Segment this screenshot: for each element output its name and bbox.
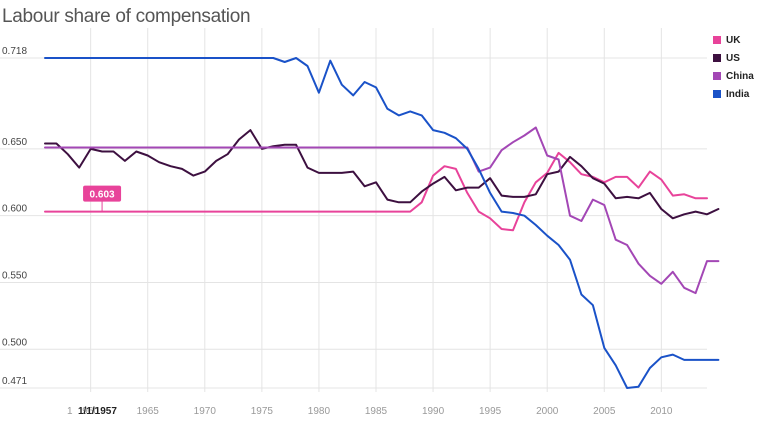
- x-tick-label: 1985: [365, 406, 388, 417]
- x-tick-label: 1980: [308, 406, 331, 417]
- y-tick-label: 0.471: [2, 376, 27, 387]
- x-axis: 960 1965 1970 1975 1980 1985 1990 1995 2000 2005 2…: [67, 406, 673, 417]
- legend-item-uk[interactable]: UK: [713, 32, 754, 48]
- legend-item-us[interactable]: US: [713, 50, 754, 66]
- legend-label: China: [726, 70, 754, 82]
- grid: [0, 28, 707, 392]
- x-tick-label: 1975: [251, 406, 274, 417]
- series-line-uk[interactable]: [44, 151, 708, 232]
- series-line-china[interactable]: [44, 126, 720, 295]
- chart-title: Labour share of compensation: [2, 6, 251, 27]
- x-tick-label: 1965: [137, 406, 160, 417]
- legend-swatch: [713, 54, 721, 62]
- series-line-india[interactable]: [44, 57, 720, 389]
- y-tick-label: 0.718: [2, 46, 27, 57]
- x-tick-label: 2010: [650, 406, 673, 417]
- series-line-us[interactable]: [44, 129, 720, 220]
- tooltip-box: [83, 185, 122, 202]
- x-tick-label: 1995: [479, 406, 502, 417]
- legend-item-india[interactable]: India: [713, 86, 754, 102]
- hover-date-label: 1/1/1957: [78, 406, 117, 417]
- legend-label: UK: [726, 34, 741, 46]
- y-tick-label: 0.550: [2, 270, 27, 281]
- x-tick-label: 2005: [593, 406, 616, 417]
- y-tick-label: 0.600: [2, 204, 27, 215]
- legend-label: India: [726, 88, 750, 100]
- legend-swatch: [713, 72, 721, 80]
- legend: UK US China India: [713, 32, 754, 104]
- x-tick-label: 1: [67, 406, 73, 417]
- legend-item-china[interactable]: China: [713, 68, 754, 84]
- tooltip: 0.603: [83, 185, 122, 212]
- legend-label: US: [726, 52, 740, 64]
- legend-swatch: [713, 36, 721, 44]
- y-tick-label: 0.500: [2, 337, 27, 348]
- series-lines[interactable]: [44, 57, 720, 389]
- x-tick-label: 2000: [536, 406, 559, 417]
- tooltip-value: 0.603: [90, 190, 115, 201]
- legend-swatch: [713, 90, 721, 98]
- x-tick-label: 1990: [422, 406, 445, 417]
- y-axis: 0.718 0.650 0.600 0.550 0.500 0.471: [2, 46, 27, 387]
- x-tick-label: 1970: [194, 406, 217, 417]
- y-tick-label: 0.650: [2, 137, 27, 148]
- x-tick-label: 960: [82, 406, 99, 417]
